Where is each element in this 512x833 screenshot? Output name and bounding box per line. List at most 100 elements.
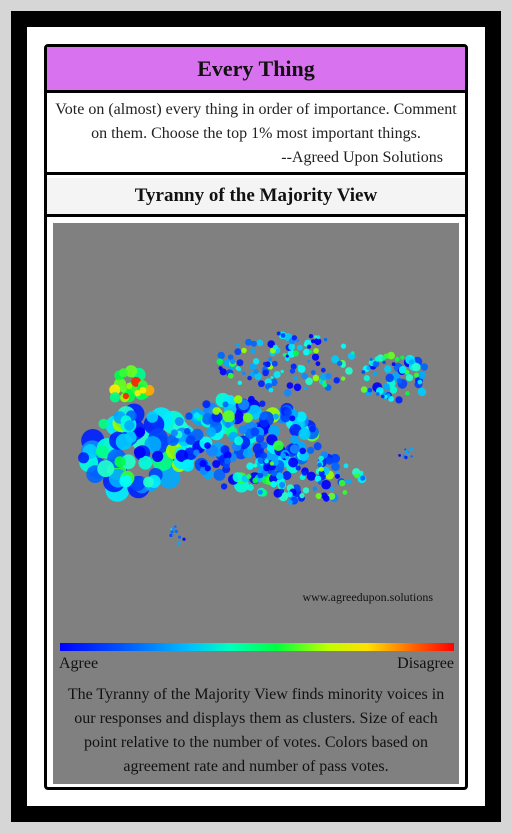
cluster-point — [222, 401, 229, 408]
cluster-point — [252, 358, 260, 365]
card-attribution: --Agreed Upon Solutions — [281, 149, 443, 166]
cluster-point — [315, 492, 322, 500]
view-title: Tyranny of the Majority View — [47, 178, 465, 217]
cluster-point — [134, 390, 141, 397]
cluster-point — [259, 418, 269, 428]
cluster-point — [280, 333, 286, 338]
cluster-point — [388, 396, 394, 402]
cluster-point — [311, 353, 320, 361]
cluster-point — [372, 371, 378, 377]
cluster-point — [260, 441, 268, 449]
cluster-point — [412, 362, 421, 372]
cluster-point — [417, 387, 427, 397]
cluster-point — [202, 413, 214, 425]
cluster-point — [384, 365, 392, 373]
cluster-point — [291, 335, 298, 341]
cluster-point — [289, 368, 296, 374]
cluster-point — [170, 530, 174, 534]
cluster-point — [367, 387, 373, 393]
cluster-point — [259, 400, 266, 407]
cluster-point — [271, 360, 278, 367]
cluster-point — [273, 440, 284, 451]
cluster-point — [391, 362, 396, 366]
cluster-point — [314, 335, 318, 339]
cluster-point — [280, 369, 284, 374]
cluster-point — [295, 338, 300, 343]
cluster-point — [193, 449, 200, 456]
cluster-point — [331, 355, 340, 364]
cluster-point — [256, 339, 264, 347]
cluster-point — [410, 455, 413, 458]
cluster-point — [133, 446, 146, 459]
cluster-point — [351, 351, 355, 355]
cluster-point — [318, 470, 325, 477]
cluster-point — [222, 410, 235, 423]
cluster-point — [257, 489, 263, 495]
cluster-point — [321, 479, 331, 490]
cluster-point — [292, 350, 299, 357]
cluster-point — [234, 348, 242, 356]
cluster-point — [303, 343, 307, 347]
cluster-point — [182, 537, 186, 541]
cluster-point — [254, 372, 262, 380]
cluster-point — [302, 487, 310, 494]
cluster-point — [278, 466, 284, 472]
cluster-point — [309, 425, 316, 433]
cluster-point — [374, 356, 380, 362]
cluster-point — [174, 529, 178, 533]
cluster-point — [255, 434, 265, 444]
cluster-scatter-plot — [78, 331, 428, 546]
scale-label-disagree: Disagree — [397, 655, 454, 672]
cluster-point — [297, 364, 302, 369]
watermark-url: www.agreedupon.solutions — [302, 590, 433, 604]
cluster-point — [366, 366, 371, 370]
cluster-point — [120, 454, 136, 470]
cluster-point — [170, 429, 178, 437]
agreement-color-scale — [60, 643, 454, 651]
cluster-point — [252, 477, 258, 484]
cluster-point — [171, 534, 174, 537]
cluster-point — [270, 480, 277, 488]
cluster-point — [185, 435, 196, 445]
cluster-point — [404, 455, 408, 460]
cluster-point — [269, 461, 275, 466]
cluster-point — [125, 365, 138, 378]
cluster-point — [138, 455, 153, 470]
cluster-point — [328, 492, 336, 500]
cluster-point — [322, 382, 328, 388]
cluster-point — [280, 483, 285, 489]
cluster-point — [314, 337, 322, 346]
cluster-point — [199, 460, 207, 468]
visualization-caption: The Tyranny of the Majority View finds m… — [67, 686, 445, 775]
cluster-point — [315, 361, 321, 367]
cluster-point — [260, 452, 268, 459]
cluster-point — [245, 338, 253, 346]
cluster-point — [404, 369, 410, 375]
cluster-point — [270, 376, 274, 380]
cluster-point — [307, 359, 311, 363]
cluster-point — [242, 412, 253, 423]
cluster-point — [152, 450, 164, 462]
cluster-point — [407, 451, 410, 454]
cluster-point — [287, 499, 293, 505]
cluster-point — [236, 359, 244, 367]
cluster-point — [247, 375, 252, 381]
cluster-point — [273, 371, 281, 379]
cluster-point — [323, 337, 328, 342]
cluster-point — [282, 471, 292, 480]
cluster-point — [114, 456, 126, 468]
cluster-point — [143, 476, 154, 488]
cluster-point — [285, 356, 290, 361]
cluster-point — [283, 389, 292, 397]
cluster-point — [290, 435, 299, 445]
cluster-point — [307, 446, 315, 454]
cluster-point — [109, 384, 121, 396]
cluster-point — [417, 379, 423, 385]
cluster-point — [220, 483, 228, 490]
cluster-point — [218, 366, 223, 371]
cluster-point — [299, 447, 306, 455]
cluster-point — [134, 427, 146, 438]
cluster-point — [420, 363, 428, 371]
card-title: Every Thing — [47, 47, 465, 93]
